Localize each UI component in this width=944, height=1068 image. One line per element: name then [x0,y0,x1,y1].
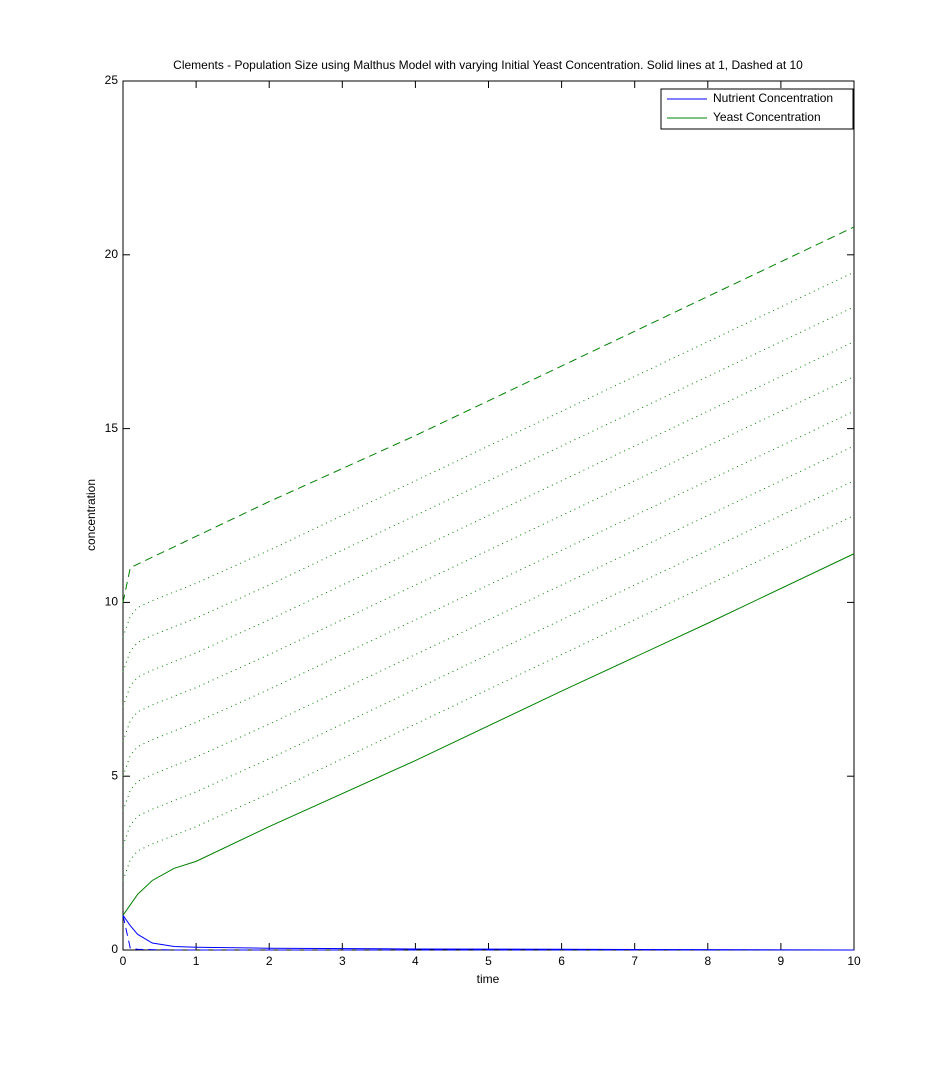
x-tick-label: 10 [847,954,861,968]
x-tick-label: 7 [631,954,638,968]
x-tick-label: 0 [120,954,127,968]
series-line [122,915,854,951]
x-tick-label: 1 [193,954,200,968]
x-tick-label: 8 [704,954,711,968]
x-tick-label: 9 [778,954,785,968]
x-tick-label: 6 [558,954,565,968]
y-tick-label: 10 [105,595,119,609]
x-tick-label: 3 [339,954,346,968]
series-line [122,914,855,951]
legend-label: Yeast Concentration [713,110,821,124]
series-line [122,553,855,916]
x-axis-label: time [477,972,500,986]
y-tick-label: 25 [105,73,119,87]
y-tick-label: 15 [105,421,119,435]
y-tick-label: 20 [105,247,119,261]
x-tick-label: 5 [485,954,492,968]
y-tick-label: 5 [111,768,118,782]
legend-label: Nutrient Concentration [713,91,833,105]
legend-box [660,88,854,130]
y-axis-label: concentration [84,479,98,551]
chart-title: Clements - Population Size using Malthus… [173,58,803,72]
y-tick-label: 0 [111,942,118,956]
x-tick-label: 4 [412,954,419,968]
x-tick-label: 2 [266,954,273,968]
series-line [122,226,855,603]
